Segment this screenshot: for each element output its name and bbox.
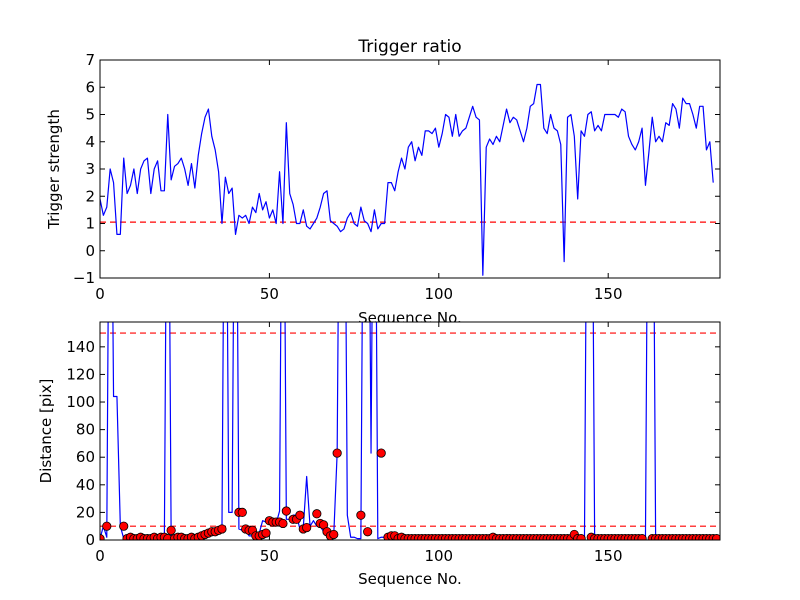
y-tick-label: 7 [85,51,95,69]
top-plot-background [100,60,720,278]
y-tick-label: 0 [85,242,95,260]
bottom-chart: 0 50 100 150 0 20 40 60 80 100 120 140 Sequence No.… [37,321,721,588]
y-tick-label: 6 [85,78,95,96]
y-tick-label: 4 [85,133,95,151]
data-point [302,522,312,533]
data-point [166,525,176,535]
data-point [237,507,247,518]
data-point [102,521,112,531]
y-tick-label: 5 [85,106,95,124]
bottom-threshold-lines [100,332,720,527]
y-tick-label: 2 [85,187,95,205]
y-tick-label: −1 [73,269,95,287]
y-tick-label: 80 [76,421,95,439]
y-tick-label: 20 [76,503,95,521]
bottom-plot-frame [99,321,721,541]
top-y-axis-label: Trigger strength [45,109,63,230]
bottom-x-axis-label: Sequence No. [358,570,462,588]
y-tick-label: 140 [66,338,95,356]
top-plot-frame [99,59,721,279]
bottom-series [100,322,720,540]
x-tick-label: 100 [424,547,453,565]
data-point [261,528,271,538]
y-tick-label: 1 [85,215,95,233]
series-clip-group [100,322,720,540]
y-tick-label: 0 [85,531,95,549]
x-tick-label: 0 [95,285,105,303]
top-series [100,83,714,276]
data-point [637,534,647,540]
y-tick-label: 60 [76,448,95,466]
data-point [281,506,291,516]
data-point [712,534,720,540]
data-point [217,524,227,534]
data-point [356,510,366,520]
data-point [278,518,288,529]
y-tick-label: 100 [66,393,95,411]
data-point [363,527,373,537]
data-point [312,509,322,519]
y-tick-label: 120 [66,365,95,383]
series-line [100,83,714,276]
x-tick-label: 150 [594,547,623,565]
bottom-plot-background [100,322,720,540]
bottom-ticks: 0 50 100 150 0 20 40 60 80 100 120 140 [66,322,720,565]
x-tick-label: 150 [594,285,623,303]
y-tick-label: 3 [85,160,95,178]
data-point [376,448,386,458]
x-tick-label: 50 [260,285,279,303]
x-tick-label: 50 [260,547,279,565]
x-tick-label: 100 [424,285,453,303]
data-point [119,521,129,531]
data-point [329,529,339,540]
x-tick-label: 0 [95,547,105,565]
series-clip-group [100,83,714,276]
data-point [576,534,586,540]
bottom-y-axis-label: Distance [pix] [37,379,55,484]
data-point [332,448,342,458]
chart-title: Trigger ratio [357,37,461,57]
y-tick-label: 40 [76,476,95,494]
data-point [295,510,305,520]
